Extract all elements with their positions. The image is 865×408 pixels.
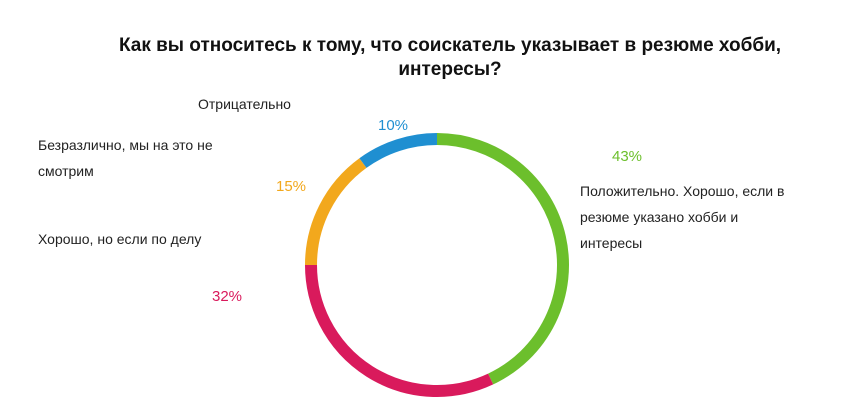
chart-title: Как вы относитесь к тому, что соискатель… — [118, 35, 782, 80]
category-label: Положительно. Хорошо, если в резюме указ… — [580, 183, 785, 251]
category-label: Отрицательно — [198, 96, 291, 112]
value-label: 15% — [276, 178, 307, 195]
donut-segment — [359, 133, 438, 168]
value-label: 43% — [612, 148, 643, 165]
value-label: 32% — [212, 288, 243, 305]
donut-segment — [305, 158, 367, 266]
donut-segment — [436, 133, 569, 385]
category-label: Хорошо, но если по делу — [38, 231, 202, 247]
donut-segment — [305, 264, 494, 397]
value-label: 10% — [378, 117, 409, 134]
category-label: Безразлично, мы на это не смотрим — [38, 137, 213, 179]
